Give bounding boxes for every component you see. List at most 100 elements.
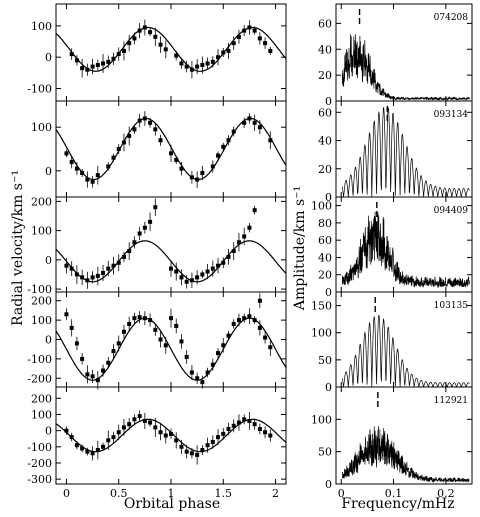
left-5-data-point: [121, 425, 126, 430]
right-2-ytick-label: 60: [318, 106, 332, 119]
right-2-object-label: 093134: [434, 110, 469, 120]
left-4-data-point: [200, 380, 205, 385]
left-1-data-point: [216, 55, 221, 60]
left-3-ytick-label: 0: [45, 254, 52, 267]
left-5-data-point: [268, 433, 273, 438]
left-3-data-point: [257, 298, 262, 303]
left-4-data-point: [116, 341, 121, 346]
left-4-data-point: [174, 323, 179, 328]
left-5-xtick-label: 0: [63, 487, 70, 500]
left-3-data-point: [221, 260, 226, 265]
left-2-data-point: [85, 177, 90, 182]
left-1-data-point: [106, 59, 111, 64]
left-4-data-point: [121, 329, 126, 334]
left-1-data-point: [195, 64, 200, 69]
right-2-ytick-label: 40: [318, 135, 332, 148]
left-3-data-point: [252, 208, 257, 213]
left-4-data-point: [210, 362, 215, 367]
left-2-data-point: [226, 138, 231, 143]
left-2-data-point: [69, 160, 74, 165]
left-1-data-point: [80, 66, 85, 71]
right-3-ytick-label: 0: [325, 286, 332, 299]
left-1-data-point: [257, 36, 262, 41]
left-3-data-point: [236, 240, 241, 245]
left-4-data-point: [153, 327, 158, 332]
left-5-data-point: [137, 414, 142, 419]
left-2-data-point: [121, 140, 126, 145]
left-4-data-point: [101, 368, 106, 373]
right-5-object-label: 112921: [434, 396, 468, 406]
left-4-ytick-label: 100: [31, 314, 52, 327]
right-5-panel: 0 50 100 0 0.1 0.2 112921: [311, 386, 473, 500]
left-5-data-point: [216, 435, 221, 440]
left-1-data-point: [200, 63, 205, 68]
left-5-ytick-label: -300: [27, 473, 52, 486]
left-2-panel: 0 100: [31, 100, 287, 198]
right-3-ytick-label: 40: [318, 251, 332, 264]
left-4-ytick-label: 200: [31, 295, 52, 308]
left-3-data-point: [69, 266, 74, 271]
left-2-data-point: [80, 171, 85, 175]
left-3-data-point: [247, 225, 252, 230]
left-1-data-point: [242, 28, 247, 33]
left-3-data-point: [90, 275, 95, 280]
right-3-spectrum-line: [341, 211, 470, 288]
left-1-data-point: [153, 34, 158, 39]
left-3-data-point: [242, 234, 247, 239]
left-5-data-point: [189, 451, 194, 456]
left-4-data-point: [247, 314, 252, 319]
left-3-frame: [55, 196, 287, 293]
left-5-data-point: [127, 422, 132, 427]
left-5-data-point: [252, 422, 257, 427]
right-5-xtick-label: 0: [338, 487, 345, 500]
left-3-data-point: [189, 278, 194, 283]
left-2-data-point: [127, 133, 132, 138]
left-5-data-point: [132, 417, 137, 422]
right-4-spectrum-line: [341, 314, 470, 389]
right-1-ytick-label: 40: [318, 43, 332, 56]
left-1-data-point: [127, 41, 132, 46]
left-5-data-point: [158, 430, 163, 435]
right-2-ytick-label: 0: [325, 191, 332, 204]
left-2-data-point: [247, 116, 252, 121]
left-5-data-point: [163, 433, 168, 438]
left-3-panel: -100 0 100 200: [27, 195, 287, 309]
left-2-ytick-label: 100: [31, 121, 52, 134]
left-4-data-point: [158, 337, 163, 342]
left-1-data-point: [116, 52, 121, 57]
right-4-ytick-label: 0: [325, 381, 332, 394]
left-5-data-point: [106, 438, 111, 443]
left-5-data-point: [116, 430, 121, 435]
left-5-data-point: [221, 431, 226, 436]
left-1-ytick-label: 0: [45, 51, 52, 64]
left-4-data-point: [263, 335, 268, 340]
right-5-ytick-label: 50: [318, 446, 332, 459]
left-1-data-point: [142, 25, 147, 30]
left-5-data-point: [153, 425, 158, 430]
right-4-panel: 0 50 100 150 103135: [311, 291, 473, 394]
left-2-data-point: [257, 125, 262, 130]
left-1-data-point: [69, 52, 74, 57]
left-1-data-point: [163, 47, 168, 52]
left-3-data-point: [153, 205, 158, 210]
left-4-panel: -200 -100 0 100 200: [27, 291, 287, 390]
left-5-data-point: [226, 427, 231, 432]
left-1-panel: -100 0 100: [27, 3, 287, 102]
right-5-xtick-label: 0.1: [385, 487, 403, 500]
left-1-data-point: [111, 56, 116, 61]
left-2-data-point: [111, 155, 116, 160]
right-y-axis-title: Amplitude/km s⁻¹: [292, 186, 308, 311]
left-4-data-point: [148, 318, 153, 323]
left-4-data-point: [132, 316, 137, 321]
left-4-data-point: [95, 378, 100, 383]
left-1-data-point: [184, 64, 189, 69]
left-4-data-point: [257, 325, 262, 330]
left-3-data-point: [137, 231, 142, 236]
right-4-object-label: 103135: [434, 301, 469, 311]
left-4-data-point: [69, 325, 74, 330]
left-1-data-point: [268, 48, 273, 53]
left-4-data-point: [226, 333, 231, 338]
right-4-ytick-label: 150: [311, 300, 332, 313]
left-1-data-point: [101, 61, 106, 66]
left-3-data-point: [111, 263, 116, 268]
